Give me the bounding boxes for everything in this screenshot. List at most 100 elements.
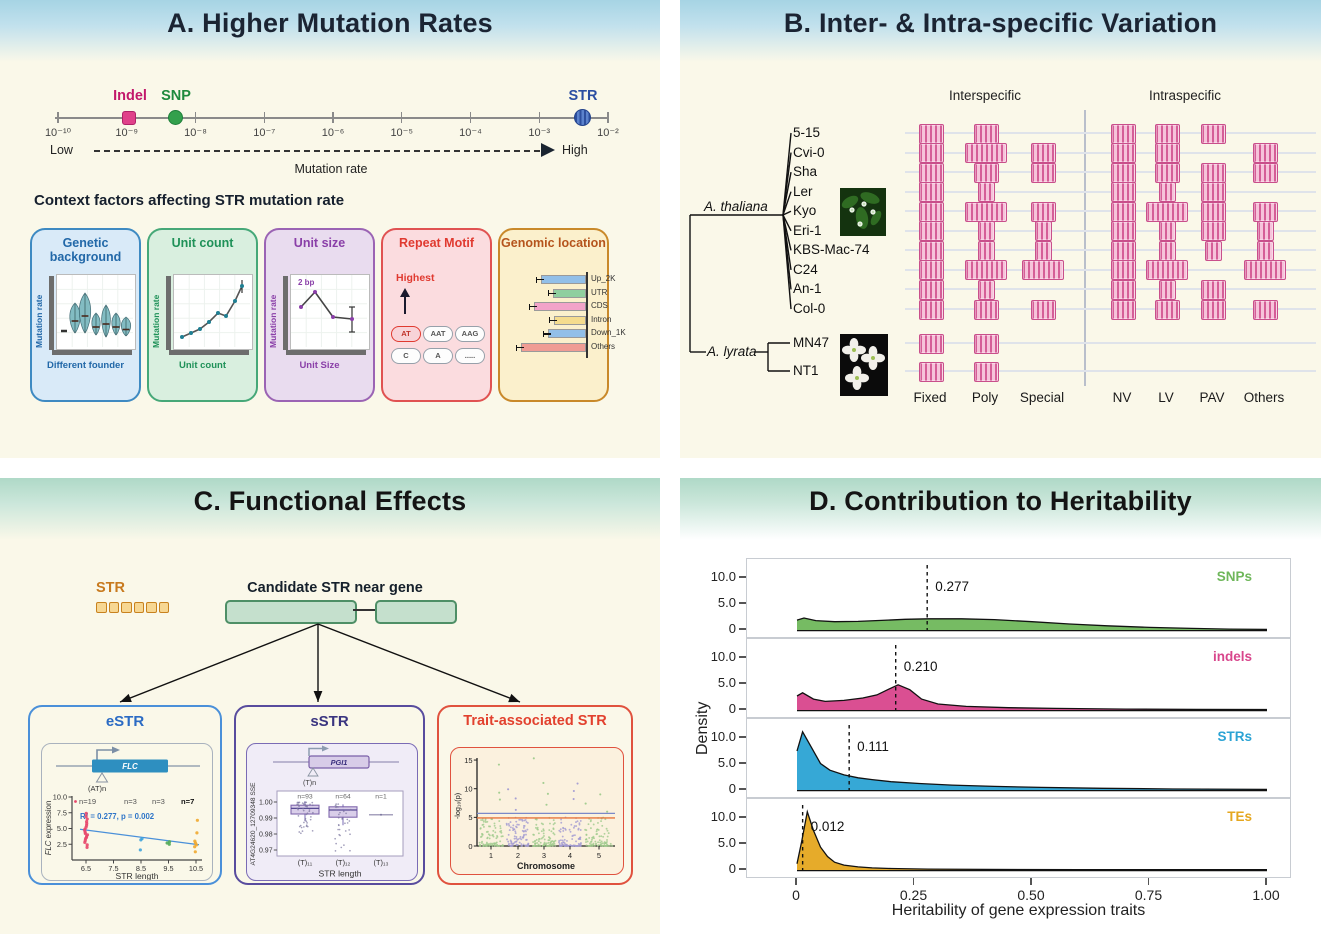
circle [499,825,502,827]
text: -log₁₀(p) [453,793,462,819]
circle [590,819,592,822]
col-label-special: Special [1019,390,1065,405]
circle [541,845,544,847]
circle [302,809,305,812]
mini-chart-svg [57,275,133,347]
circle [550,830,553,833]
circle [585,838,588,841]
text: 10.0 [53,793,67,802]
circle [85,817,89,821]
circle [549,822,551,825]
circle [305,820,308,823]
circle [533,840,536,843]
panel-d-title: D. Contribution to Heritability [809,486,1192,516]
circle [572,797,575,801]
str-block [1146,201,1188,222]
circle [482,823,485,826]
str-block [1252,143,1278,164]
str-block [1158,182,1176,203]
str-block [1154,299,1180,320]
panel-c-header: C. Functional Effects [0,478,660,540]
circle [606,829,609,832]
circle [585,833,588,836]
str-block [973,162,999,183]
circle [308,810,311,813]
panel-b-title: B. Inter- & Intra-specific Variation [783,8,1218,38]
col-label-nv: NV [1112,390,1132,405]
text: 1.00 [259,800,273,807]
gene-exon-1 [225,600,357,624]
y-tick-label: 10.0 [710,649,736,664]
circle [484,818,487,821]
up-arrow-head [400,288,410,297]
y-tick-label: 5.0 [717,675,736,690]
circle [542,832,545,835]
mini-axis-shadow-left [283,276,288,350]
circle [572,826,575,829]
circle [492,833,494,836]
bar-label-intron: Intron [591,314,612,324]
circle [350,317,354,321]
rate-axis-tick [263,112,265,123]
text: n=1 [375,794,387,801]
y-tick-mark [739,656,746,658]
str-block [1158,221,1176,242]
circle [606,838,608,841]
str-block [973,333,999,354]
density-ridges: 0.277 SNPs 10.0 5.0 0 0.210 indels 10.0 5.0 0 0.11… [680,478,1321,934]
rect [276,790,404,857]
a-lyrata-photo [840,334,888,396]
estr-title: eSTR [105,713,145,730]
str-block [1256,240,1274,261]
circle [586,840,589,843]
line [782,214,792,232]
path [797,618,1267,630]
ellipse [860,192,880,204]
circle [549,842,552,844]
circle [587,845,590,847]
circle [601,845,604,847]
str-block [1110,279,1136,300]
bar-whisker-cap [548,290,550,297]
motif-oval-AT: AT [391,326,421,342]
density-svg-snps: 0.277 SNPs [796,565,1268,632]
col-label-pav: PAV [1199,390,1225,405]
text: 10.5 [189,864,203,873]
circle [547,845,550,847]
x-tick-label: 0.25 [899,887,928,903]
y-tick-label: 10.0 [710,809,736,824]
y-tick-mark [739,708,746,710]
circle [310,816,312,818]
circle [479,844,482,846]
y-tick-label: 10.0 [710,569,736,584]
bar-utr [553,288,586,298]
text: (AT)n [88,784,106,793]
circle [566,839,568,842]
sstr-box: sSTR PGI1 (T)n 1.00 0.99 0.98 0.97 n=93 n=64 n=1… [234,705,425,885]
card-title: Genetic background [49,236,122,264]
circle [517,838,520,840]
circle [306,822,308,824]
y-tick-mark [739,816,746,818]
context-factor-cards: Genetic background Mutation rate Different… [0,0,660,458]
circle [334,804,337,807]
text: 0.277 [935,579,969,594]
circle [497,844,500,847]
text: 0.210 [904,659,938,674]
line [782,191,792,216]
panel-a-title: A. Higher Mutation Rates [167,8,493,38]
circle [380,813,382,816]
str-block [1200,182,1226,203]
circle [514,808,517,811]
line [317,623,521,703]
str-block [1252,299,1278,320]
circle [562,829,565,832]
text: 15 [464,756,472,765]
circle [500,835,503,838]
sstr-inner-card: PGI1 (T)n 1.00 0.99 0.98 0.97 n=93 n=64 n=1 (T)₁₁… [246,743,418,881]
str-legend-label: STR [96,580,125,596]
circle [553,833,556,836]
circle [563,838,566,841]
circle [578,823,581,826]
panel-a-higher-mutation-rates: A. Higher Mutation Rates 10⁻¹⁰ 10⁻⁹ 10⁻⁸ 10… [0,0,660,458]
